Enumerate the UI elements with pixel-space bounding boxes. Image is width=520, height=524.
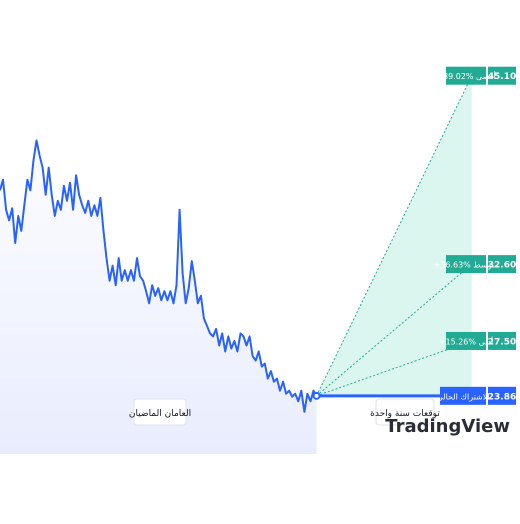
tag-current-value-box [488,386,516,405]
forecast-period-label: توقعات سنة واحدة [370,398,440,426]
past-period-label-text: العامان الماضيان [129,409,191,419]
tag-low: 27.50+15.26% أدنى [439,331,516,350]
past-period-label-box [133,398,187,426]
tag-average-label-box [446,255,486,274]
tag-average-value: 32.60 [488,261,516,271]
tag-high-label-box [446,66,486,85]
forecast-average-line [316,263,473,397]
tag-high-value: 45.10 [488,72,516,82]
forecast-high-line [316,75,473,397]
tag-current-label: الاشتراك الحالي [436,392,489,401]
forecast-low-line [316,340,472,397]
tag-current-value: 23.86 [488,392,516,402]
watermark-text: TradingView [385,416,510,437]
past-area-fill [0,140,317,454]
tag-low-label-box [446,331,486,350]
tag-average-value-box [488,255,516,274]
forecast-period-label-box [375,398,435,426]
tag-average-label: +36.63% متوسط [434,261,499,270]
tag-low-label: +15.26% أدنى [439,336,493,346]
forecast-period-label-text: توقعات سنة واحدة [370,409,440,419]
tag-current-label-box [440,386,486,405]
tag-low-value-box [488,331,516,350]
tag-high-value-box [488,66,516,85]
past-period-label: العامان الماضيان [129,398,191,426]
current-point [312,391,321,400]
tag-low-value: 27.50 [488,337,516,347]
tag-high: 45.10+89.02% أقصى [436,66,516,85]
tag-high-label: +89.02% أقصى [436,71,495,81]
price-line [0,139,318,413]
watermark-logo: TradingView [385,416,510,437]
tag-average: 32.60+36.63% متوسط [434,255,516,274]
